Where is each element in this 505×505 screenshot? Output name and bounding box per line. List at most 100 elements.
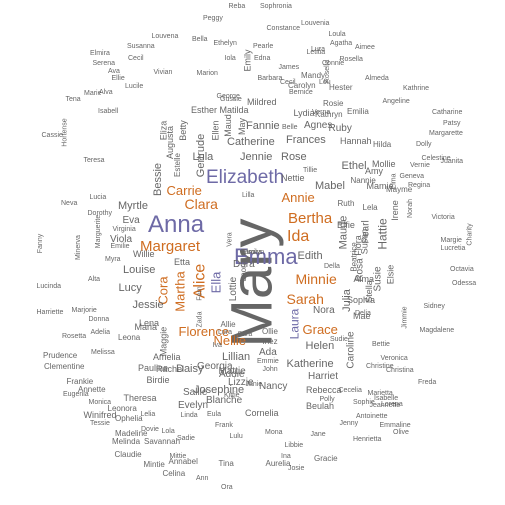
word-mittie: Mittie (169, 452, 187, 460)
word-rosella: Rosella (339, 55, 363, 63)
word-sophia: Sophia (347, 294, 376, 305)
word-melinda: Melinda (112, 437, 141, 446)
word-lura: Lura (311, 45, 326, 53)
word-sophie: Sophie (353, 398, 375, 406)
word-henrietta: Henrietta (353, 435, 382, 443)
word-eula: Eula (207, 410, 222, 418)
word-beatrice: Beatrice (349, 242, 359, 272)
word-odessa: Odessa (452, 279, 477, 287)
word-emma: Emma (234, 244, 298, 269)
word-addie: Addie (219, 369, 245, 380)
word-ruby: Ruby (328, 123, 352, 134)
word-kathrine: Kathrine (403, 84, 430, 92)
word-fern: Fern (196, 285, 204, 301)
word-carolyn: Carolyn (240, 248, 265, 256)
word-lucretia: Lucretia (440, 244, 466, 252)
word-margaret: Margaret (140, 237, 201, 255)
word-emmie: Emmie (257, 357, 279, 365)
word-jane: Jane (310, 430, 326, 438)
word-martha: Martha (172, 270, 188, 312)
word-elsie: Elsie (385, 264, 396, 284)
word-elmira: Elmira (90, 49, 110, 57)
word-vernie: Vernie (410, 161, 430, 169)
word-marietta: Marietta (367, 389, 393, 397)
word-ellie: Ellie (111, 74, 125, 82)
word-elma: Elma (390, 173, 398, 189)
word-beulah: Beulah (306, 400, 335, 411)
word-grace: Grace (302, 321, 338, 337)
word-kittie: Kittie (224, 391, 240, 399)
word-agnes: Agnes (304, 120, 333, 131)
word-louvenia: Louvenia (301, 19, 330, 27)
word-tessie: Tessie (90, 419, 110, 427)
word-aimee: Aimee (355, 43, 375, 51)
word-florence: Florence (178, 323, 230, 339)
word-mattie: Mattie (218, 366, 246, 377)
word-belle: Belle (282, 123, 298, 131)
word-edith: Edith (297, 249, 323, 262)
word-nancy: Nancy (259, 381, 288, 392)
word-freda: Freda (418, 378, 437, 386)
word-daisy: Daisy (176, 362, 204, 375)
word-letitia: Letitia (306, 48, 326, 56)
word-juanita: Juanita (440, 157, 464, 165)
word-jenny: Jenny (339, 419, 359, 427)
word-veronica: Veronica (380, 354, 408, 362)
word-josie: Josie (288, 464, 305, 472)
word-hattie: Hattie (375, 218, 390, 250)
word-jimmie: Jimmie (401, 305, 409, 329)
word-marguerite: Marguerite (94, 214, 102, 248)
word-christine: Christine (366, 362, 394, 370)
word-leonora: Leonora (107, 404, 137, 413)
word-dolly: Dolly (416, 140, 432, 148)
word-janie: Janie (245, 380, 263, 388)
word-rebecca: Rebecca (306, 384, 342, 395)
word-george: George (216, 92, 240, 100)
word-iva: Iva (212, 341, 222, 349)
word-ethel: Ethel (341, 159, 367, 172)
word-irene: Irene (389, 199, 400, 221)
word-rosie: Rosie (323, 99, 344, 108)
word-aurelia: Aurelia (265, 459, 291, 468)
word-angeline: Angeline (382, 97, 410, 105)
word-ollie: Ollie (262, 327, 279, 336)
word-nannie: Nannie (350, 176, 376, 185)
word-laura: Laura (286, 308, 301, 340)
word-clara: Clara (184, 196, 218, 212)
word-mae: Mae (353, 310, 371, 321)
word-catharine: Catharine (432, 108, 463, 116)
word-lena: Lena (139, 317, 160, 328)
word-georgia: Georgia (197, 361, 233, 372)
word-myrtle: Myrtle (118, 199, 148, 212)
word-linda: Linda (180, 411, 198, 419)
word-marjorie: Marjorie (71, 306, 97, 314)
word-charity: Charity (466, 222, 474, 246)
word-alva: Alva (99, 88, 113, 96)
word-emily: Emily (242, 49, 253, 71)
word-isabelle: Isabelle (374, 394, 399, 402)
word-amelia: Amelia (153, 351, 181, 362)
word-madeline: Madeline (115, 429, 148, 438)
word-frances: Frances (286, 133, 326, 146)
word-myra: Myra (105, 255, 121, 263)
word-lula: Lula (192, 150, 214, 163)
word-nora: Nora (313, 305, 335, 316)
word-emilia: Emilia (347, 107, 369, 116)
word-catherine: Catherine (227, 135, 275, 148)
word-eugenia: Eugenia (63, 390, 89, 398)
word-maud: Maud (222, 113, 233, 137)
word-teresa: Teresa (83, 156, 105, 164)
word-dora: Dora (233, 259, 255, 270)
word-olive: Olive (393, 428, 409, 436)
word-emmaline: Emmaline (379, 421, 411, 429)
word-zada: Zada (196, 311, 204, 327)
word-ann: Ann (196, 474, 209, 482)
word-delia: Delia (355, 309, 371, 317)
word-lura: Lura (218, 328, 233, 336)
word-lou: Lou (319, 78, 331, 86)
word-john: John (262, 365, 278, 373)
word-peggy: Peggy (203, 14, 223, 22)
word-barbara: Barbara (257, 74, 283, 82)
word-lucile: Lucile (125, 82, 144, 90)
